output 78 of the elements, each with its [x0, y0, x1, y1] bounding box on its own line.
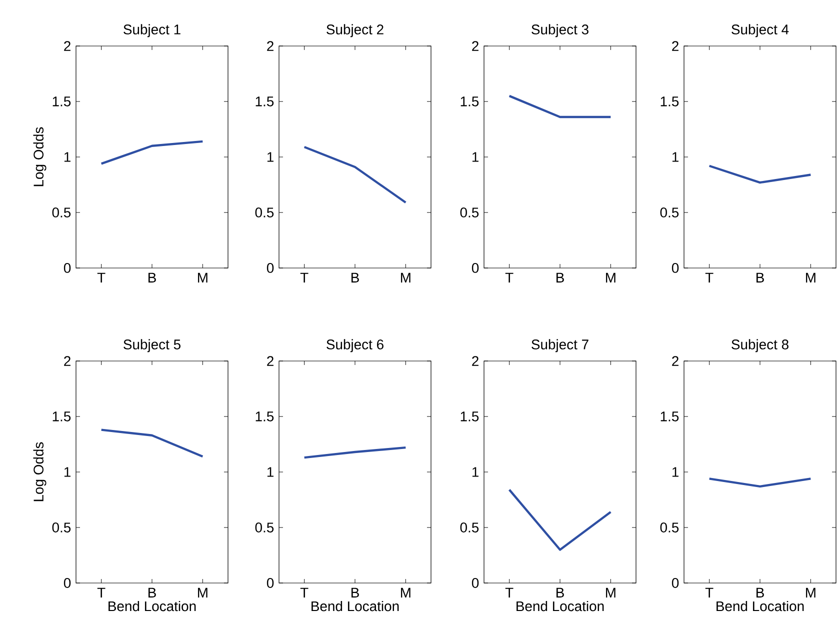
y-tick-label: 0 [672, 578, 679, 588]
y-tick-label: 2 [267, 41, 274, 51]
y-tick-label: 1 [64, 467, 70, 477]
y-tick-label: 2 [472, 356, 478, 366]
y-tick-label: 0.5 [255, 208, 274, 218]
x-tick-label: B [756, 272, 764, 282]
y-tick-label: 0.5 [255, 522, 274, 532]
x-tick-label: B [556, 588, 564, 598]
x-tick-label: M [401, 588, 410, 598]
y-tick-label: 2 [672, 41, 678, 51]
y-tick-label: 0 [472, 578, 479, 588]
x-tick-label: B [556, 272, 564, 282]
y-tick-label: 1.5 [52, 96, 71, 106]
x-tick-label: T [705, 588, 714, 598]
x-tick-label: M [198, 588, 208, 598]
y-tick-label: 0 [266, 578, 274, 588]
y-tick-label: 2 [267, 356, 274, 366]
y-tick-label: 1.5 [660, 412, 679, 422]
chart-title: Subject 6 [326, 339, 384, 352]
y-tick-label: 0.5 [660, 208, 679, 218]
y-tick-label: 0 [64, 578, 71, 588]
y-tick-label: 1.5 [256, 412, 274, 422]
y-axis-title: Log Odds [33, 442, 46, 502]
y-axis-title: Log Odds [33, 127, 46, 186]
x-tick-label: M [198, 272, 208, 282]
x-axis-title: Bend Location [312, 600, 399, 612]
y-tick-label: 0 [472, 263, 479, 273]
y-tick-label: 1.5 [660, 96, 679, 106]
y-tick-label: 1.5 [460, 412, 479, 422]
x-axis-title: Bend Location [716, 600, 804, 612]
chart-title: Subject 1 [124, 24, 180, 38]
y-tick-label: 0.5 [660, 522, 679, 532]
x-tick-label: M [806, 588, 816, 598]
chart-title: Subject 8 [732, 339, 788, 352]
x-tick-label: M [806, 272, 816, 282]
y-tick-label: 1 [472, 152, 478, 162]
x-tick-label: M [606, 272, 616, 282]
y-tick-label: 0 [64, 263, 71, 273]
x-tick-label: T [705, 272, 714, 282]
x-axis-title: Bend Location [108, 600, 196, 612]
y-tick-label: 1 [64, 152, 70, 162]
y-tick-label: 1.5 [256, 96, 274, 106]
chart-title: Subject 5 [124, 339, 180, 352]
y-tick-label: 0 [266, 263, 274, 273]
y-tick-label: 0.5 [52, 208, 71, 218]
y-tick-label: 1 [267, 467, 274, 477]
x-tick-label: T [300, 272, 308, 282]
y-tick-label: 2 [64, 41, 70, 51]
x-tick-label: B [351, 272, 359, 282]
y-tick-label: 0.5 [52, 522, 71, 532]
x-tick-label: B [148, 588, 156, 598]
chart-title: Subject 2 [326, 24, 384, 38]
y-tick-label: 2 [672, 356, 678, 366]
x-tick-label: T [505, 272, 514, 282]
y-tick-label: 0.5 [460, 522, 479, 532]
y-tick-label: 1 [267, 152, 274, 162]
chart-title: Subject 4 [732, 24, 789, 38]
chart-title: Subject 7 [532, 339, 588, 352]
y-tick-label: 1.5 [460, 96, 479, 106]
x-tick-label: M [606, 588, 616, 598]
x-tick-label: T [97, 588, 106, 598]
y-tick-label: 2 [64, 356, 70, 366]
y-tick-label: 2 [472, 41, 478, 51]
y-tick-label: 1 [672, 467, 678, 477]
x-tick-label: B [148, 272, 156, 282]
x-tick-label: B [756, 588, 764, 598]
y-tick-label: 1 [672, 152, 678, 162]
x-axis-title: Bend Location [516, 600, 604, 612]
x-tick-label: T [300, 588, 308, 598]
y-tick-label: 1.5 [52, 412, 71, 422]
x-tick-label: T [505, 588, 514, 598]
x-tick-label: M [401, 272, 410, 282]
y-tick-label: 1 [472, 467, 478, 477]
y-tick-label: 0.5 [460, 208, 479, 218]
chart-title: Subject 3 [532, 24, 588, 38]
x-tick-label: T [97, 272, 106, 282]
y-tick-label: 0 [672, 263, 679, 273]
x-tick-label: B [351, 588, 359, 598]
